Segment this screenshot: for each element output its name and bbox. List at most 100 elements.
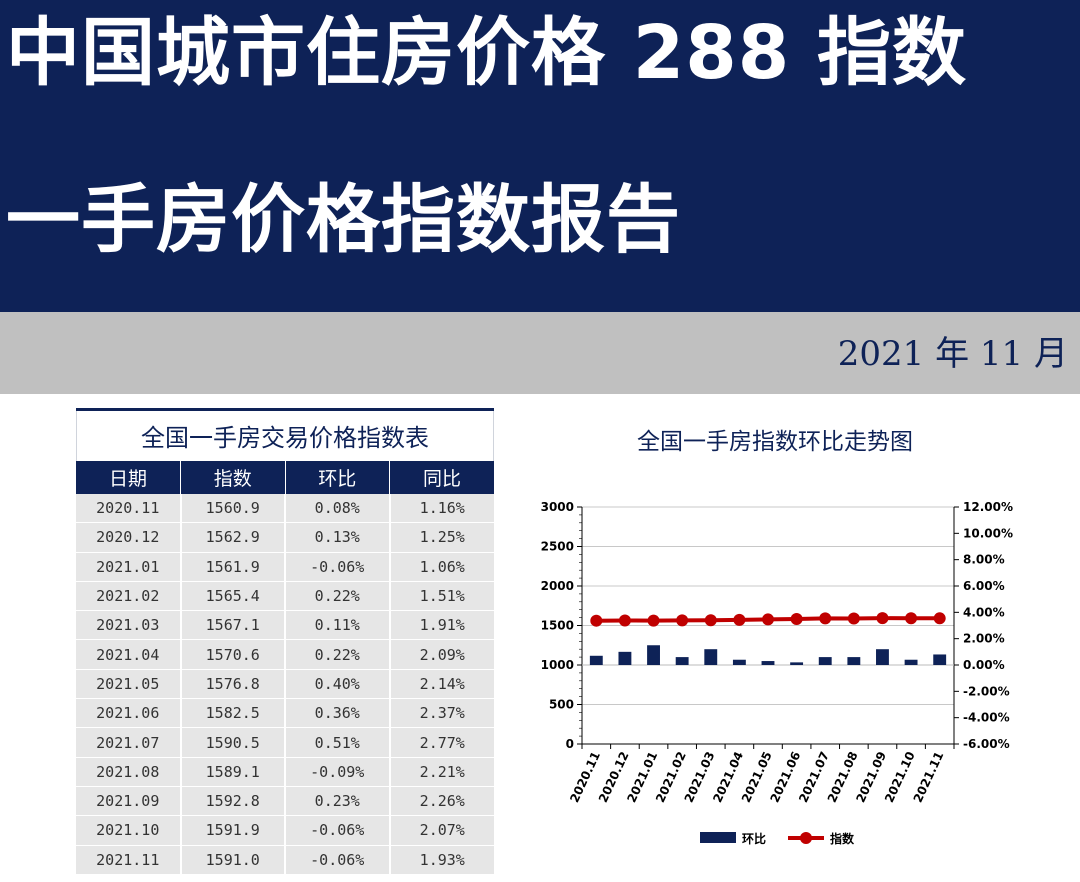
cell-date: 2021.09 (76, 786, 182, 817)
right-axis-tick-label: 6.00% (963, 579, 1005, 593)
cell-date: 2021.08 (76, 757, 182, 787)
left-axis-tick-label: 500 (549, 698, 574, 712)
cell-mom: 0.11% (285, 610, 391, 641)
cell-yoy: 2.14% (389, 669, 494, 700)
cell-date: 2021.02 (76, 581, 182, 612)
index-point (647, 614, 660, 627)
index-point (618, 614, 631, 627)
bar-mom (704, 649, 718, 665)
cell-date: 2021.01 (76, 552, 182, 582)
cell-yoy: 2.07% (389, 815, 494, 846)
bar-mom (876, 649, 889, 665)
chart-title: 全国一手房指数环比走势图 (637, 429, 913, 455)
cell-date: 2020.11 (76, 494, 182, 524)
table-row: 2021.01 1561.9 -0.06% 1.06% (76, 552, 494, 582)
legend-swatch-bar (700, 832, 736, 843)
table-body: 2020.11 1560.9 0.08% 1.16% 2020.12 1562.9 0.13… (76, 494, 494, 875)
cell-index: 1591.0 (180, 845, 286, 875)
table-row: 2021.09 1592.8 0.23% 2.26% (76, 786, 494, 817)
right-axis-tick-label: 4.00% (963, 605, 1005, 619)
cell-yoy: 1.16% (389, 494, 494, 524)
cell-mom: 0.13% (285, 522, 391, 553)
right-axis-tick-label: 2.00% (963, 632, 1005, 646)
cell-date: 2021.05 (76, 669, 182, 700)
right-axis-tick-label: -2.00% (963, 684, 1010, 698)
table-row: 2021.03 1567.1 0.11% 1.91% (76, 610, 494, 641)
cell-index: 1562.9 (180, 522, 286, 553)
left-axis-tick-label: 0 (566, 737, 574, 751)
cell-yoy: 1.93% (389, 845, 494, 875)
cell-yoy: 2.77% (389, 727, 494, 758)
table-row: 2021.08 1589.1 -0.09% 2.21% (76, 757, 494, 787)
table-header-row: 日期 指数 环比 同比 (76, 461, 494, 494)
index-point (876, 612, 889, 625)
cell-yoy: 2.37% (389, 698, 494, 729)
cell-index: 1589.1 (180, 757, 286, 787)
left-axis-tick-label: 2000 (541, 579, 574, 593)
cell-mom: 0.22% (285, 581, 391, 612)
cell-mom: 0.22% (285, 639, 391, 670)
table-title: 全国一手房交易价格指数表 (76, 411, 494, 461)
left-axis-tick-label: 2500 (541, 540, 574, 554)
cell-mom: 0.51% (285, 727, 391, 758)
index-point (590, 614, 603, 627)
table-row: 2021.04 1570.6 0.22% 2.09% (76, 639, 494, 670)
left-axis-tick-label: 3000 (541, 500, 574, 514)
bar-mom (618, 651, 632, 665)
cell-index: 1591.9 (180, 815, 286, 846)
cell-mom: 0.40% (285, 669, 391, 700)
right-axis-tick-label: -6.00% (963, 737, 1010, 751)
index-point (905, 612, 918, 625)
legend-label-mom: 环比 (742, 831, 766, 846)
index-point (790, 612, 803, 625)
bar-mom (933, 654, 947, 665)
table-top-rule (76, 408, 494, 411)
bar-mom (761, 661, 775, 665)
cell-date: 2021.07 (76, 727, 182, 758)
left-axis-tick-label: 1000 (541, 658, 574, 672)
cell-yoy: 1.91% (389, 610, 494, 641)
index-point (676, 614, 689, 627)
cell-mom: 0.08% (285, 494, 391, 524)
index-point (762, 613, 774, 626)
index-point (847, 612, 860, 625)
cell-yoy: 1.51% (389, 581, 494, 612)
index-point (704, 614, 717, 627)
bar-mom (647, 645, 660, 665)
table-row: 2021.07 1590.5 0.51% 2.77% (76, 727, 494, 758)
right-axis-tick-label: 10.00% (963, 526, 1013, 540)
cell-yoy: 1.25% (389, 522, 494, 553)
cell-yoy: 1.06% (389, 552, 494, 582)
index-point (819, 612, 832, 625)
col-header-date: 日期 (76, 461, 181, 494)
table-row: 2021.02 1565.4 0.22% 1.51% (76, 581, 494, 612)
cell-date: 2021.06 (76, 698, 182, 729)
index-point (933, 612, 946, 625)
cell-yoy: 2.09% (389, 639, 494, 670)
table-row: 2021.06 1582.5 0.36% 2.37% (76, 698, 494, 729)
table-row: 2021.10 1591.9 -0.06% 2.07% (76, 815, 494, 846)
cell-date: 2021.10 (76, 815, 182, 846)
report-title-line1: 中国城市住房价格 288 指数 (6, 10, 967, 96)
report-title-line2: 一手房价格指数报告 (6, 177, 681, 263)
report-date: 2021 年 11 月 (837, 334, 1068, 374)
cell-mom: -0.06% (285, 815, 391, 846)
cell-index: 1570.6 (180, 639, 286, 670)
cell-index: 1590.5 (180, 727, 286, 758)
cell-mom: -0.06% (285, 845, 391, 875)
cell-mom: -0.09% (285, 757, 391, 787)
cell-mom: 0.23% (285, 786, 391, 817)
table-row: 2021.11 1591.0 -0.06% 1.93% (76, 845, 494, 875)
bar-mom (790, 662, 804, 665)
cell-index: 1561.9 (180, 552, 286, 582)
bar-mom (847, 657, 861, 665)
table-row: 2020.11 1560.9 0.08% 1.16% (76, 494, 494, 524)
col-header-mom: 环比 (285, 461, 390, 494)
cell-index: 1565.4 (180, 581, 286, 612)
cell-mom: -0.06% (285, 552, 391, 582)
cell-date: 2021.03 (76, 610, 182, 641)
cell-yoy: 2.21% (389, 757, 494, 787)
right-axis-tick-label: 12.00% (963, 500, 1013, 514)
table-row: 2021.05 1576.8 0.40% 2.14% (76, 669, 494, 700)
trend-chart: 3000 2500 2000 1500 1000 500 0 12.00% 10.00% 8.00… (541, 500, 1013, 846)
